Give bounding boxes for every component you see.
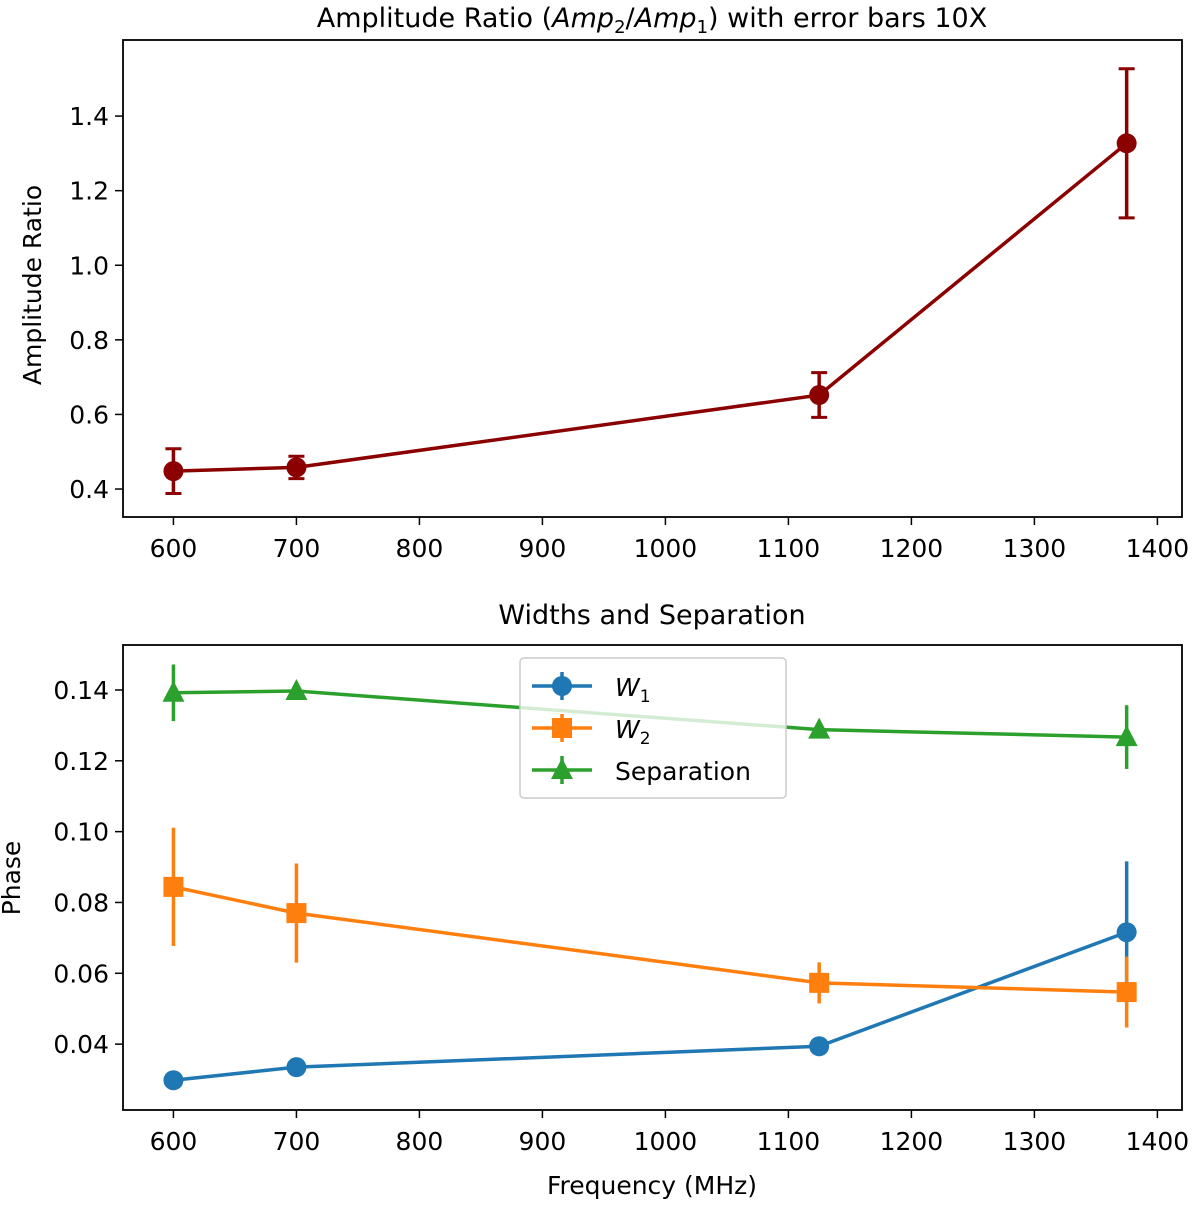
y-tick-label: 0.08 — [53, 888, 109, 917]
x-tick-label: 1200 — [880, 1127, 944, 1156]
data-point — [162, 680, 185, 702]
series-line — [173, 930, 1128, 1082]
y-tick-label: 1.4 — [69, 102, 109, 131]
series-line — [173, 885, 1127, 994]
y-tick-label: 0.06 — [53, 959, 109, 988]
x-tick-label: 900 — [519, 1127, 567, 1156]
data-point — [1116, 922, 1137, 943]
x-tick-label: 1300 — [1003, 1127, 1067, 1156]
series-line — [173, 141, 1128, 473]
x-tick-label: 800 — [396, 534, 444, 563]
x-tick-label: 1200 — [880, 534, 944, 563]
legend-marker — [552, 676, 572, 696]
y-tick-label: 1.0 — [69, 251, 109, 280]
x-tick-label: 1400 — [1126, 1127, 1190, 1156]
x-tick-label: 800 — [396, 1127, 444, 1156]
x-tick-label: 600 — [150, 534, 198, 563]
legend-label-w1: W1 — [615, 673, 651, 707]
legend-marker — [551, 758, 573, 779]
data-point — [163, 876, 184, 897]
data-point — [286, 1057, 307, 1078]
data-point — [1116, 982, 1137, 1003]
legend-label-separation: Separation — [615, 757, 751, 786]
legend-marker — [552, 718, 572, 738]
plot-frame — [122, 39, 1183, 518]
y-tick-label: 0.4 — [69, 475, 109, 504]
x-tick-label: 600 — [150, 1127, 198, 1156]
legend-handle-w1 — [532, 672, 592, 700]
x-tick-label: 700 — [273, 534, 321, 563]
data-point — [809, 1036, 830, 1057]
top-chart-title: Amplitude Ratio (Amp2/Amp1) with error b… — [317, 3, 987, 38]
data-point — [809, 385, 830, 406]
legend-handle-separation — [532, 756, 592, 784]
series-w2 — [163, 827, 1137, 1028]
bottom-plot: 600 700 800 900 1000 1100 1200 1300 1400 0.04 0.06… — [53, 644, 1190, 1156]
x-tick-label: 900 — [519, 534, 567, 563]
y-tick-label: 0.14 — [53, 676, 109, 705]
top-plot: 600 700 800 900 1000 1100 1200 1300 1400 0.4 0.6 0.… — [69, 39, 1190, 563]
y-tick-label: 0.8 — [69, 326, 109, 355]
plot-frame — [122, 644, 1183, 1111]
x-tick-label: 1000 — [634, 534, 698, 563]
data-point — [285, 679, 308, 701]
bottom-chart-title: Widths and Separation — [498, 600, 805, 631]
data-point — [163, 1070, 184, 1091]
x-tick-label: 1100 — [757, 1127, 821, 1156]
legend-box — [519, 657, 787, 799]
y-tick-label: 0.04 — [53, 1030, 109, 1059]
bottom-x-axis-label: Frequency (MHz) — [547, 1171, 757, 1200]
top-y-axis-label: Amplitude Ratio — [18, 185, 47, 385]
x-tick-label: 1100 — [757, 534, 821, 563]
data-point — [286, 903, 307, 924]
data-point — [286, 457, 307, 478]
data-point — [809, 972, 830, 993]
series-w1 — [163, 861, 1137, 1091]
y-tick-label: 0.10 — [53, 818, 109, 847]
x-tick-label: 700 — [273, 1127, 321, 1156]
x-tick-label: 1000 — [634, 1127, 698, 1156]
x-tick-label: 1300 — [1003, 534, 1067, 563]
bottom-y-axis-label: Phase — [0, 841, 26, 916]
legend: W1 W2 Separation — [519, 657, 787, 799]
legend-label-w2: W2 — [615, 715, 651, 749]
data-point — [163, 461, 184, 482]
y-tick-label: 1.2 — [69, 177, 109, 206]
legend-handle-w2 — [532, 714, 592, 742]
y-tick-label: 0.12 — [53, 747, 109, 776]
x-tick-label: 1400 — [1126, 534, 1190, 563]
data-point — [1115, 725, 1138, 747]
series-amplitude-ratio — [163, 67, 1137, 496]
data-point — [808, 717, 831, 739]
data-point — [1116, 133, 1137, 154]
y-tick-label: 0.6 — [69, 400, 109, 429]
